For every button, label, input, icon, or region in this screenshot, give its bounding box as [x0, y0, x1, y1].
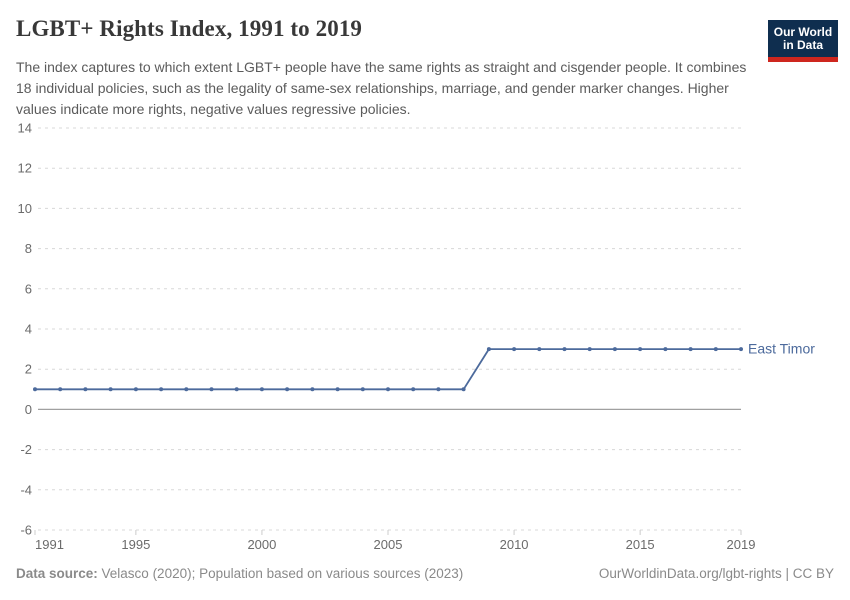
data-point: [638, 347, 643, 352]
data-point: [461, 387, 466, 392]
data-point: [184, 387, 189, 392]
data-point: [58, 387, 63, 392]
data-point: [436, 387, 441, 392]
data-point: [285, 387, 290, 392]
x-tick-label: 2015: [626, 537, 655, 552]
data-point: [562, 347, 567, 352]
y-tick-label: -4: [20, 482, 32, 497]
owid-logo-line1: Our World: [773, 25, 833, 39]
x-tick-label: 1991: [35, 537, 64, 552]
entity-label: East Timor: [748, 341, 815, 357]
data-point: [335, 387, 340, 392]
data-point: [739, 347, 743, 352]
y-tick-label: 10: [18, 201, 32, 216]
y-tick-label: -6: [20, 523, 32, 538]
y-tick-label: 12: [18, 161, 32, 176]
data-point: [108, 387, 113, 392]
data-point: [159, 387, 164, 392]
data-point: [310, 387, 315, 392]
x-tick-label: 2010: [500, 537, 529, 552]
data-source-text: Data source: Velasco (2020); Population …: [16, 566, 463, 581]
owid-logo-line2: in Data: [782, 38, 823, 52]
data-source-rest: Velasco (2020); Population based on vari…: [97, 566, 464, 581]
x-tick-label: 2019: [727, 537, 756, 552]
y-tick-label: -2: [20, 442, 32, 457]
data-point: [133, 387, 138, 392]
credit-text: OurWorldinData.org/lgbt-rights | CC BY: [598, 566, 834, 581]
x-tick-label: 1995: [121, 537, 150, 552]
y-tick-label: 14: [18, 121, 32, 136]
data-point: [486, 347, 491, 352]
data-point: [33, 387, 37, 392]
y-tick-label: 6: [25, 281, 32, 296]
data-point: [83, 387, 88, 392]
owid-logo-text: Our World in Data: [768, 20, 838, 57]
data-point: [259, 387, 264, 392]
chart-subtitle: The index captures to which extent LGBT+…: [16, 59, 747, 117]
data-point: [360, 387, 365, 392]
data-point: [688, 347, 693, 352]
data-point: [512, 347, 517, 352]
y-tick-label: 4: [25, 322, 32, 337]
data-point: [386, 387, 390, 392]
data-point: [663, 347, 668, 352]
chart-title: LGBT+ Rights Index, 1991 to 2019: [16, 16, 363, 41]
data-point: [537, 347, 542, 352]
y-tick-label: 8: [25, 241, 32, 256]
data-point: [209, 387, 214, 392]
data-source-label: Data source:: [16, 566, 98, 581]
data-point: [713, 347, 718, 352]
y-tick-label: 2: [25, 362, 32, 377]
data-point: [612, 347, 617, 352]
data-point: [411, 387, 416, 392]
x-tick-label: 2005: [374, 537, 403, 552]
data-point: [587, 347, 592, 352]
owid-logo-red-bar: [768, 57, 838, 62]
owid-logo: Our World in Data: [768, 20, 838, 62]
chart-footer: Data source: Velasco (2020); Population …: [16, 566, 834, 581]
data-point: [234, 387, 239, 392]
x-tick-label: 2000: [247, 537, 276, 552]
y-tick-label: 0: [25, 402, 32, 417]
